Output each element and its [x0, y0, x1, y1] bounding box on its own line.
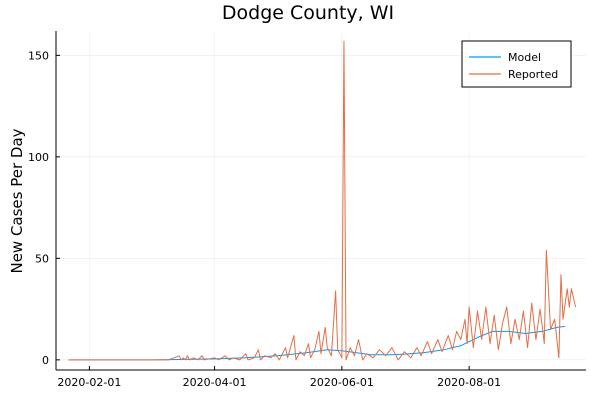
- y-axis-label: New Cases Per Day: [8, 128, 26, 273]
- x-tick-label: 2020-08-01: [437, 376, 501, 389]
- chart-title: Dodge County, WI: [222, 2, 394, 24]
- series-line-reported: [68, 40, 577, 361]
- series-layer: [68, 40, 577, 361]
- legend: Model Reported: [461, 40, 572, 88]
- y-tick-label: 100: [28, 151, 49, 164]
- x-tick-label: 2020-04-01: [183, 376, 247, 389]
- axes: 2020-02-01 2020-04-01 2020-06-01 2020-08-01…: [28, 31, 586, 389]
- legend-label-reported: Reported: [508, 68, 558, 81]
- y-tick-label: 0: [42, 354, 49, 367]
- x-tick-label: 2020-06-01: [310, 376, 374, 389]
- y-tick-label: 50: [35, 252, 49, 265]
- legend-box: [461, 40, 572, 88]
- y-tick-label: 150: [28, 49, 49, 62]
- x-tick-label: 2020-02-01: [57, 376, 121, 389]
- legend-label-model: Model: [508, 51, 541, 64]
